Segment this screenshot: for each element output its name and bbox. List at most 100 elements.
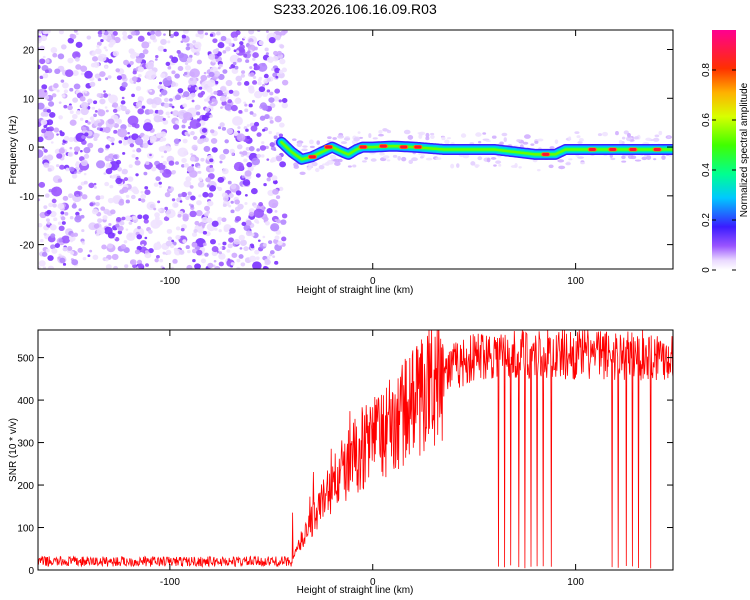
noise-speckle [217,216,223,222]
noise-speckle [177,147,188,157]
noise-speckle [47,101,55,107]
colorbar-tick-label: 0.6 [701,113,712,127]
noise-speckle [61,235,71,244]
noise-speckle [273,50,278,56]
noise-speckle [231,152,235,156]
noise-speckle [46,119,54,126]
noise-speckle [281,236,287,242]
noise-speckle [187,134,191,137]
noise-speckle [51,248,58,254]
snr-x-tick-label: 100 [567,577,584,588]
tone-halo-speckle [460,133,467,138]
noise-speckle [227,243,233,249]
noise-speckle [205,177,211,183]
noise-speckle [104,106,108,109]
noise-speckle [269,91,274,96]
noise-speckle [125,228,129,231]
noise-speckle [121,168,128,175]
noise-speckle [248,30,255,35]
tone-peak [542,152,550,156]
spectrogram-x-tick-label: 0 [370,276,376,287]
noise-speckle [137,225,141,230]
noise-speckle [233,131,239,136]
noise-speckle [213,260,217,263]
noise-speckle [280,30,286,36]
noise-speckle [213,70,221,77]
noise-speckle [202,242,207,247]
tone-halo-speckle [379,152,385,156]
noise-speckle [154,258,159,263]
noise-speckle [168,103,173,108]
noise-speckle [262,266,269,269]
tone-halo-speckle [309,145,315,149]
noise-speckle [87,121,91,125]
noise-speckle [115,68,121,73]
noise-speckle [256,132,262,137]
noise-speckle [81,229,85,233]
noise-speckle [248,211,255,217]
tone-halo-speckle [530,143,535,146]
noise-speckle [113,265,118,269]
noise-speckle [117,225,124,232]
noise-speckle [265,30,269,33]
noise-speckle [103,30,109,36]
noise-speckle [241,150,248,156]
noise-speckle [219,122,225,128]
tone-halo-speckle [332,137,337,140]
spectrogram-x-tick-label: 100 [567,276,584,287]
tone-halo-speckle [645,137,652,142]
tone-halo-speckle [357,131,361,134]
noise-speckle [265,145,269,150]
noise-speckle [182,239,187,244]
noise-speckle [211,220,219,227]
tone-halo-speckle [536,169,541,172]
noise-speckle [194,41,202,49]
tone-halo-speckle [499,141,504,145]
noise-speckle [93,132,100,139]
noise-speckle [278,99,282,103]
tone-peak [653,148,661,151]
noise-speckle [146,98,154,105]
noise-speckle [118,140,123,144]
noise-speckle [61,94,66,98]
noise-speckle [100,206,106,211]
noise-speckle [101,30,105,34]
tone-halo-speckle [658,130,663,136]
noise-speckle [208,100,212,104]
tone-halo-speckle [578,137,584,142]
noise-speckle [63,89,68,94]
tone-halo-speckle [456,163,460,168]
tone-halo-speckle [306,166,312,171]
tone-halo-speckle [490,157,497,160]
noise-speckle [248,146,255,152]
noise-speckle [268,97,275,103]
noise-speckle [189,210,197,218]
tone-ridge-band [280,140,673,161]
tone-halo-speckle [321,163,328,166]
noise-speckle [233,238,241,245]
noise-speckle [274,180,278,184]
noise-speckle [245,128,249,132]
tone-halo-speckle [621,155,626,160]
tone-halo-speckle [646,155,652,160]
noise-speckle [115,223,120,228]
noise-speckle [115,159,122,165]
noise-speckle [157,208,162,212]
noise-speckle [261,83,266,87]
noise-speckle [217,42,225,49]
noise-speckle [194,220,200,226]
noise-speckle [74,171,77,174]
tone-halo-speckle [623,130,629,135]
noise-speckle [140,190,144,194]
noise-speckle [87,98,93,104]
noise-speckle [198,86,203,90]
noise-speckle [69,166,75,172]
noise-speckle [45,59,50,63]
noise-speckle [89,116,95,121]
noise-speckle [96,127,101,131]
noise-speckle [184,65,191,71]
tone-halo-speckle [557,159,565,163]
noise-speckle [186,43,190,47]
noise-speckle [251,99,256,103]
